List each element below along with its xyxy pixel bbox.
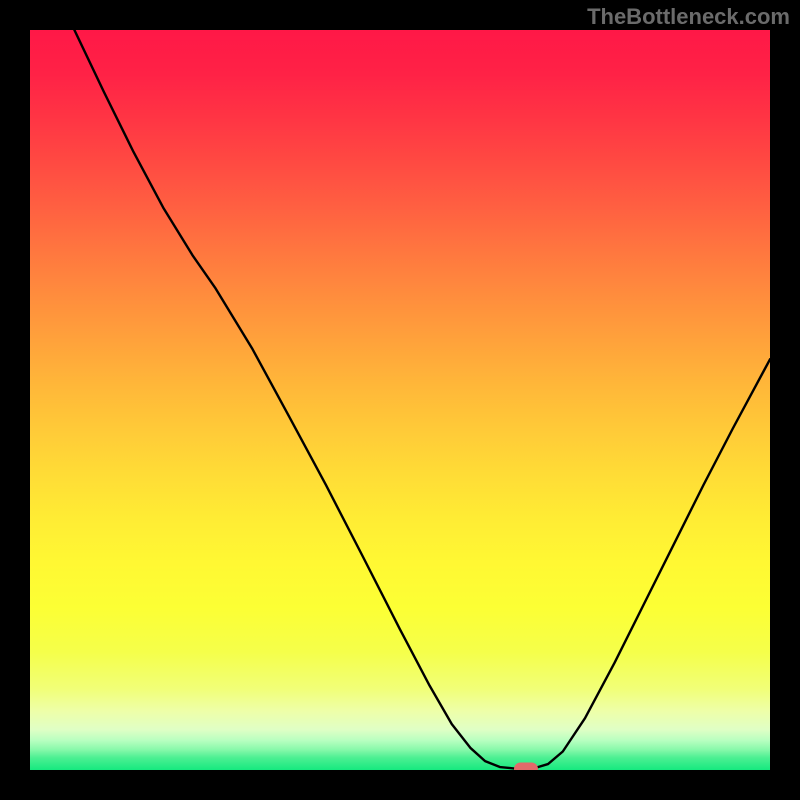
chart-container: TheBottleneck.com	[0, 0, 800, 800]
optimal-point-marker	[514, 762, 538, 770]
bottleneck-curve	[30, 30, 770, 770]
watermark-text: TheBottleneck.com	[587, 4, 790, 30]
plot-area	[30, 30, 770, 770]
